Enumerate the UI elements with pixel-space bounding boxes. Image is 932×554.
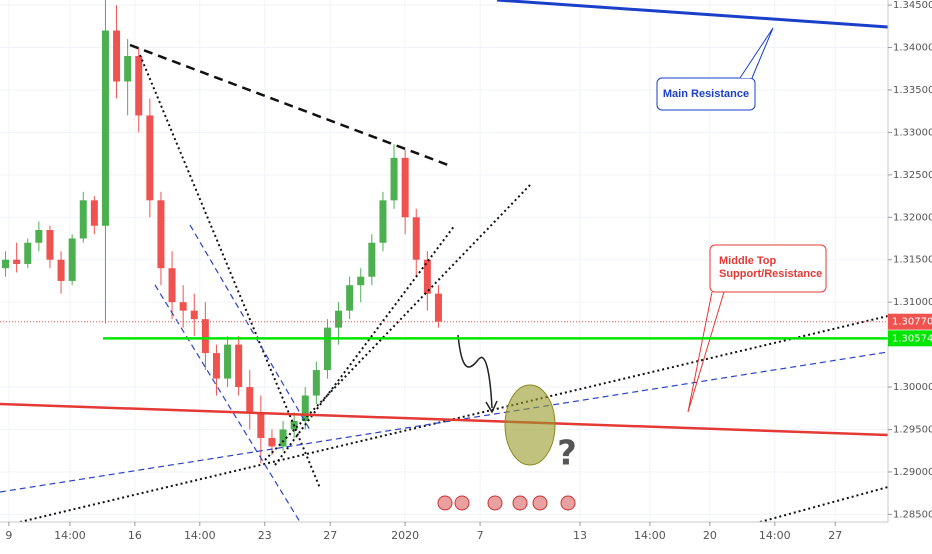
y-tick-label: 1.29500 — [893, 424, 932, 435]
candle-body — [390, 157, 398, 201]
time-axis — [0, 522, 888, 550]
support-line — [0, 402, 889, 437]
x-tick-label: 13 — [573, 529, 587, 542]
main-resistance-line — [496, 0, 889, 29]
dotted-line — [264, 184, 531, 461]
candle-body — [157, 200, 165, 269]
callout-pointer — [739, 27, 774, 79]
arrow-head — [485, 400, 498, 414]
price-axis — [888, 0, 932, 550]
candle-body — [279, 429, 287, 447]
candles — [2, 0, 442, 464]
x-tick-label: 16 — [128, 529, 142, 542]
candle-body — [235, 344, 243, 388]
x-tick-label: 23 — [258, 529, 272, 542]
x-tick-label: 14:00 — [759, 529, 791, 542]
main-resistance-box — [656, 77, 756, 111]
dotted-line — [759, 486, 889, 523]
candle-body — [168, 268, 176, 303]
y-tick-label: 1.33000 — [893, 127, 932, 138]
candle-body — [212, 353, 220, 379]
x-tick-label: 7 — [477, 529, 484, 542]
axes: 1.34500 1.34000 1.33500 1.33000 1.32500 1.320… — [5, 0, 932, 542]
x-tick-label: 14:00 — [184, 529, 216, 542]
candle-body — [268, 437, 276, 447]
channel-line — [154, 284, 301, 523]
price-label: 1.30574 — [892, 333, 932, 344]
y-tick-label: 1.30000 — [893, 382, 932, 393]
candle-body — [124, 56, 132, 82]
x-tick-label: 20 — [703, 529, 717, 542]
candle-body — [135, 56, 143, 116]
dotted-line — [139, 54, 321, 489]
candle-body — [113, 30, 121, 82]
trend-line — [129, 43, 449, 167]
candle-body — [312, 370, 320, 396]
y-tick-label: 1.29000 — [893, 467, 932, 478]
candle-body — [357, 276, 365, 286]
candle-body — [79, 200, 87, 239]
candle-body — [412, 217, 420, 260]
drawings: Main Resistance Middle Top Support/Resis… — [0, 0, 889, 523]
candle-body — [101, 30, 109, 226]
x-tick-label: 14:00 — [54, 529, 86, 542]
question-mark: ? — [557, 434, 577, 474]
price-label-box — [888, 330, 932, 347]
candle-body — [301, 395, 309, 421]
y-tick-label: 1.33500 — [893, 85, 932, 96]
candle-body — [201, 319, 209, 354]
candle-body — [335, 310, 343, 328]
callout-pointer — [687, 291, 725, 413]
candle-body — [13, 259, 21, 264]
main-resistance-label: Main Resistance — [663, 88, 749, 100]
candle-body — [401, 157, 409, 218]
projection-arrow — [457, 334, 493, 409]
y-tick-label: 1.34000 — [893, 43, 932, 54]
y-tick-label: 1.28500 — [893, 509, 932, 520]
candle-body — [190, 310, 198, 320]
price-label: 1.30770 — [892, 317, 932, 328]
candle-body — [146, 115, 154, 201]
candle-body — [257, 412, 265, 438]
candle-body — [24, 242, 32, 264]
candle-body — [224, 344, 232, 379]
candle-body — [246, 387, 254, 413]
price-label-box — [888, 313, 932, 330]
y-tick-label: 1.32000 — [893, 212, 932, 223]
middle-box — [709, 244, 827, 293]
dotted-line — [274, 224, 456, 466]
candle-body — [434, 293, 442, 322]
x-tick-label: 27 — [323, 529, 337, 542]
x-tick-label: 2020 — [391, 529, 419, 542]
candle-body — [346, 285, 354, 311]
y-tick-label: 1.31500 — [893, 255, 932, 266]
y-tick-label: 1.31000 — [893, 297, 932, 308]
candle-body — [179, 302, 187, 311]
candle-body — [57, 259, 65, 281]
candle-body — [46, 230, 54, 260]
candle-body — [379, 200, 387, 243]
y-tick-label: 1.32500 — [893, 170, 932, 181]
x-tick-label: 9 — [5, 529, 12, 542]
y-tick-label: 1.34500 — [893, 0, 932, 11]
candle-body — [68, 238, 76, 281]
candle-body — [2, 259, 10, 269]
candle-body — [35, 230, 43, 243]
candle-body — [323, 327, 331, 371]
target-zone — [504, 384, 556, 466]
candle-body — [423, 259, 431, 294]
x-tick-label: 27 — [828, 529, 842, 542]
candle-body — [90, 200, 98, 226]
x-tick-label: 14:00 — [634, 529, 666, 542]
candle-body — [368, 242, 376, 277]
middle-label: Middle Top — [719, 255, 777, 267]
event-icons — [437, 495, 576, 511]
middle-label: Support/Resistance — [719, 268, 822, 280]
